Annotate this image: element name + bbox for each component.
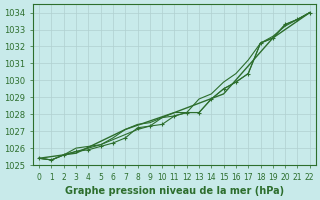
- X-axis label: Graphe pression niveau de la mer (hPa): Graphe pression niveau de la mer (hPa): [65, 186, 284, 196]
